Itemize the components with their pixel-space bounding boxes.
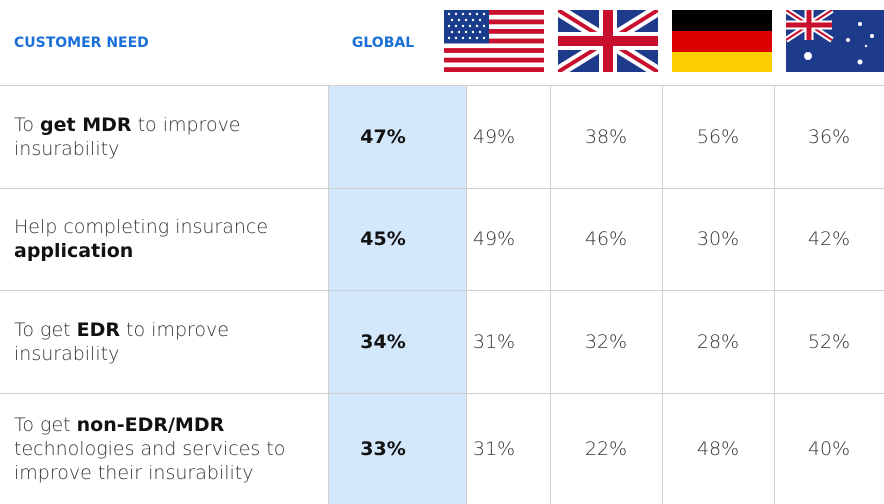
global-highlight [328,85,466,504]
country-value: 42% [807,228,851,250]
global-value: 47% [360,125,406,148]
row-divider [0,85,884,86]
customer-need: To get EDR to improve insurability [0,290,328,393]
need-part: to improve insurability [14,113,241,160]
country-value: 52% [807,330,851,353]
country-value: 31% [472,437,516,460]
country-value: 22% [584,437,628,460]
need-part: Help completing insurance [14,216,269,238]
need-text: To get EDR to improve insurability [14,318,320,366]
customer-need: To get MDR to improve insurability [0,85,328,188]
need-part: To get [14,318,77,341]
customer-need: To get non-EDR/MDR technologies and serv… [0,393,328,504]
country-value: 56% [696,125,740,148]
need-emphasis: non-EDR/MDR [76,413,225,436]
need-part: To get [14,413,77,436]
column-divider [662,85,663,504]
flag-au [786,10,884,72]
country-value: 36% [807,125,851,148]
need-emphasis: get MDR [40,113,132,136]
global-value: 34% [360,330,406,353]
row-divider [0,393,884,394]
need-text: To get MDR to improve insurability [14,113,320,161]
need-emphasis: EDR [76,318,121,341]
customer-need: Help completing insurance application [0,188,328,290]
global-value: 45% [360,228,406,250]
need-text: To get non-EDR/MDR technologies and serv… [14,413,320,485]
global-value: 33% [360,437,406,460]
flag-de [672,10,772,72]
need-part: to improve insurability [14,318,229,365]
country-value: 40% [807,437,851,460]
country-value: 49% [472,228,516,250]
country-value: 38% [584,125,628,148]
country-value: 28% [696,330,740,353]
country-value: 48% [696,437,740,460]
column-divider [328,85,329,504]
flag-us [444,10,544,72]
flag-uk [558,10,658,72]
need-text: Help completing insurance application [14,215,320,263]
country-value: 49% [472,125,516,148]
header-global: GLOBAL [351,34,415,51]
need-part: technologies and services to improve the… [14,437,286,484]
row-divider [0,290,884,291]
need-emphasis: application [14,240,134,262]
column-divider [550,85,551,504]
row-divider [0,188,884,189]
country-value: 31% [472,330,516,353]
column-divider [466,85,467,504]
country-value: 46% [584,228,628,250]
need-part: To [14,113,41,136]
header-need: CUSTOMER NEED [14,34,149,51]
column-divider [774,85,775,504]
country-value: 30% [696,228,740,250]
country-value: 32% [584,330,628,353]
